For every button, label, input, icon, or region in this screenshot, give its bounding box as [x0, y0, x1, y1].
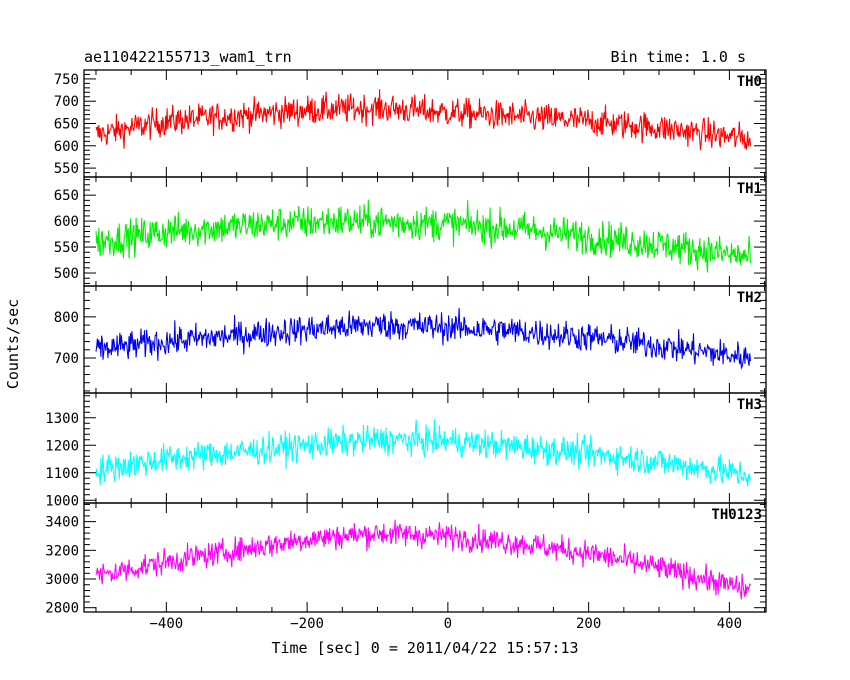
- y-tick-label: 750: [54, 72, 79, 88]
- y-tick-label: 600: [54, 214, 79, 230]
- series-line-th3: [95, 419, 752, 487]
- x-tick-label: −400: [149, 616, 183, 632]
- y-tick-label: 3200: [45, 543, 79, 559]
- header-left-label: ae110422155713_wam1_trn: [84, 48, 292, 66]
- y-tick-label: 1000: [45, 493, 79, 509]
- panel-th0123: 2800 3000 3200 3400 TH0123: [45, 502, 767, 617]
- panel-th1: 500 550 600 650 TH1: [54, 176, 767, 287]
- y-tick-label: 700: [54, 351, 79, 367]
- y-tick-label: 550: [54, 240, 79, 256]
- panel-th0: 550 600 650 700 750 TH0: [54, 69, 767, 178]
- y-tick-label: 650: [54, 188, 79, 204]
- panel-name-label: TH3: [737, 397, 762, 413]
- x-axis: −400 −200 0 200 400: [149, 616, 742, 632]
- y-tick-label: 3400: [45, 515, 79, 531]
- panel-name-label: TH0: [737, 74, 762, 90]
- panel-name-label: TH0123: [711, 507, 762, 523]
- header-bin-time-label: Bin time: 1.0 s: [611, 48, 746, 66]
- y-tick-label: 1100: [45, 466, 79, 482]
- y-tick-label: 3000: [45, 572, 79, 588]
- panel-name-label: TH1: [737, 181, 762, 197]
- x-tick-label: 400: [717, 616, 742, 632]
- y-tick-label: 700: [54, 94, 79, 110]
- panel-frame: [83, 69, 767, 178]
- y-tick-label: 550: [54, 161, 79, 177]
- y-tick-label: 500: [54, 266, 79, 282]
- y-tick-label: 800: [54, 310, 79, 326]
- panel-name-label: TH2: [737, 290, 762, 306]
- series-line-th1: [95, 199, 752, 273]
- series-line-th0: [95, 89, 752, 151]
- panel-stack: 550 600 650 700 750 TH0 500 550 600 650 TH1 700 800 T…: [45, 69, 767, 617]
- x-tick-label: 200: [576, 616, 601, 632]
- y-tick-label: 2800: [45, 601, 79, 617]
- y-tick-label: 650: [54, 117, 79, 133]
- panel-th2: 700 800 TH2: [54, 285, 767, 394]
- y-tick-label: 1200: [45, 438, 79, 454]
- y-tick-label: 1300: [45, 411, 79, 427]
- x-tick-label: 0: [444, 616, 452, 632]
- series-line-th0123: [95, 519, 751, 600]
- y-tick-label: 600: [54, 139, 79, 155]
- panel-frame: [83, 502, 767, 613]
- panel-th3: 1000 1100 1200 1300 TH3: [45, 392, 767, 509]
- x-axis-label: Time [sec] 0 = 2011/04/22 15:57:13: [271, 639, 578, 657]
- x-tick-label: −200: [290, 616, 324, 632]
- series-line-th2: [95, 307, 752, 370]
- y-axis-label: Counts/sec: [4, 299, 22, 389]
